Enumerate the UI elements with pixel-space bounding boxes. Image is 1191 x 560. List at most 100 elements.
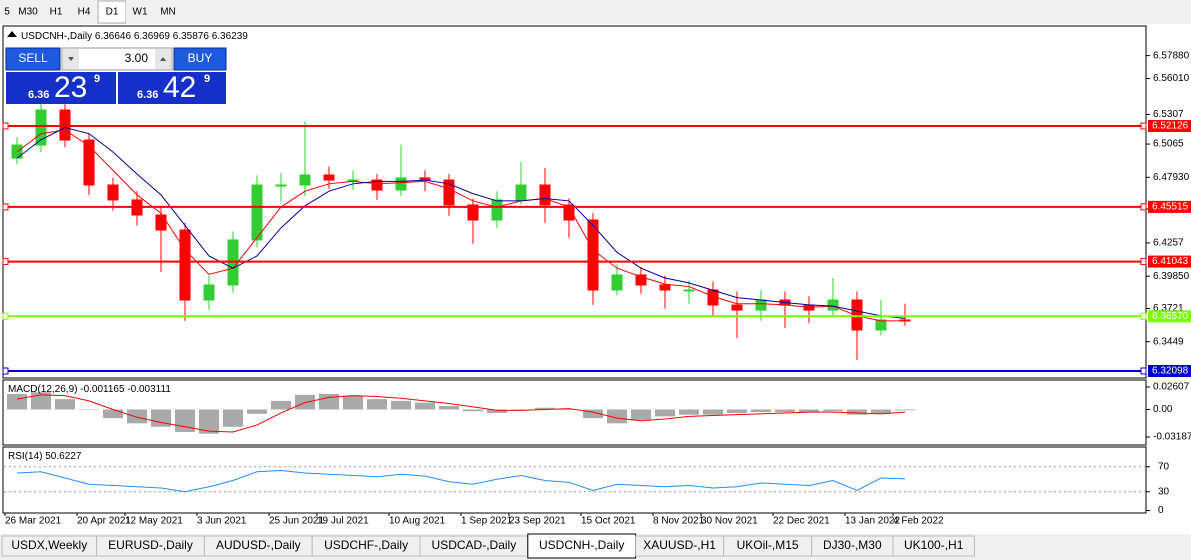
level-label: 6.32098 — [1152, 366, 1189, 377]
ohlc-low: 6.35876 — [173, 31, 210, 42]
macd-y-tick-label: 0.02607 — [1153, 382, 1190, 393]
candle-body — [371, 179, 383, 191]
y-tick-label: 6.3721 — [1153, 303, 1184, 314]
macd-bar — [415, 402, 435, 410]
buy-label: BUY — [188, 51, 213, 65]
level-handle[interactable] — [1140, 312, 1147, 320]
macd-bar — [439, 406, 459, 410]
x-tick-label: 8 Nov 2021 — [653, 516, 705, 527]
level-label-bg — [1148, 255, 1191, 268]
symbol-tab-label: UKOil-,M15 — [737, 538, 799, 552]
ask-pips: 42 — [163, 71, 196, 104]
macd-bar — [895, 409, 915, 411]
level-handle[interactable] — [2, 367, 9, 375]
candle-body — [251, 184, 263, 241]
candle-body — [875, 319, 887, 331]
x-tick-label: 26 Mar 2021 — [5, 516, 62, 527]
timeframe-label: W1 — [133, 7, 148, 18]
timeframe-tab[interactable] — [70, 1, 98, 23]
timeframe-label: D1 — [106, 7, 119, 18]
macd-main: -0.001165 — [80, 384, 125, 395]
x-tick-label: 19 Jul 2021 — [317, 516, 369, 527]
buy-button[interactable] — [173, 47, 227, 71]
macd-bar — [127, 409, 147, 424]
x-tick-label: 10 Aug 2021 — [389, 516, 446, 527]
symbol-tab-label: USDX,Weekly — [11, 538, 87, 552]
macd-bar — [247, 409, 267, 414]
candle-body — [851, 299, 863, 331]
level-label-bg — [1148, 200, 1191, 213]
candle-body — [755, 299, 767, 311]
rsi-y-tick-label: 70 — [1158, 461, 1170, 472]
y-tick-label: 6.4257 — [1153, 238, 1184, 249]
candle-body — [275, 184, 287, 187]
chart-info: USDCNH-,Daily 6.36646 6.36969 6.35876 6.… — [21, 31, 248, 42]
symbol-tab[interactable] — [892, 535, 975, 557]
timeframe-tab[interactable] — [154, 1, 182, 23]
symbol-tab-label: AUDUSD-,Daily — [216, 538, 301, 552]
sell-button[interactable] — [5, 47, 61, 71]
candle-body — [443, 179, 455, 206]
timeframe-tab[interactable] — [42, 1, 70, 23]
macd-bar — [679, 409, 699, 415]
y-tick-label: 6.57880 — [1153, 50, 1190, 61]
main-panel — [2, 25, 1147, 379]
candle-body — [323, 174, 335, 181]
level-handle[interactable] — [2, 122, 9, 130]
macd-bar — [655, 409, 675, 417]
macd-y-tick-label: -0.03187 — [1153, 432, 1191, 443]
bid-big: 6.36 — [28, 89, 49, 101]
timeframe-tab[interactable] — [14, 1, 42, 23]
volume-box[interactable] — [61, 47, 173, 71]
symbol-tab-label: DJ30-,M30 — [823, 538, 882, 552]
bid-box[interactable] — [6, 72, 116, 104]
level-handle[interactable] — [1140, 203, 1147, 211]
moving-average — [16, 127, 906, 319]
x-tick-label: 23 Sep 2021 — [509, 516, 566, 527]
level-handle[interactable] — [1140, 122, 1147, 130]
macd-bar — [775, 409, 795, 413]
x-tick-label: 25 Jun 2021 — [269, 516, 324, 527]
level-handle[interactable] — [2, 312, 9, 320]
timeframe-label: MN — [160, 7, 176, 18]
macd-signal: -0.003111 — [127, 384, 171, 395]
x-tick-label: 22 Dec 2021 — [773, 516, 830, 527]
collapse-icon[interactable] — [7, 31, 17, 37]
x-tick-label: 30 Nov 2021 — [701, 516, 758, 527]
symbol-tab-label: EURUSD-,Daily — [108, 538, 193, 552]
timeframe-tab[interactable] — [0, 1, 14, 23]
candle-body — [539, 184, 551, 206]
macd-y-tick-label: 0.00 — [1153, 404, 1173, 415]
level-handle[interactable] — [2, 258, 9, 266]
timeframe-tab[interactable] — [126, 1, 154, 23]
macd-panel — [2, 379, 1147, 446]
ask-box[interactable] — [118, 72, 226, 104]
y-tick-label: 6.5307 — [1153, 109, 1184, 120]
bid-point: 9 — [94, 73, 100, 85]
candle-body — [467, 204, 479, 221]
symbol-tab-label: USDCHF-,Daily — [324, 538, 408, 552]
candle-body — [203, 284, 215, 301]
moving-average — [16, 129, 905, 322]
macd-bar — [703, 409, 723, 415]
macd-bar — [223, 409, 243, 427]
arrow-down — [68, 57, 74, 61]
rsi-line — [16, 469, 906, 493]
candle-body — [731, 304, 743, 311]
level-label: 6.36570 — [1152, 311, 1189, 322]
level-handle[interactable] — [1140, 258, 1147, 266]
macd-bar — [799, 409, 819, 413]
level-handle[interactable] — [1140, 367, 1147, 375]
arrow-up — [160, 57, 166, 61]
volume-value: 3.00 — [125, 51, 149, 65]
ohlc-open: 6.36646 — [95, 31, 132, 42]
macd-bar — [727, 409, 747, 413]
level-label-bg — [1148, 120, 1191, 132]
level-handle[interactable] — [2, 203, 9, 211]
x-tick-label: 13 Jan 2022 — [845, 516, 900, 527]
candle-body — [491, 199, 503, 221]
macd-bar — [199, 409, 219, 434]
y-tick-label: 6.3449 — [1153, 336, 1184, 347]
rsi-y-tick-label: 0 — [1158, 505, 1164, 516]
